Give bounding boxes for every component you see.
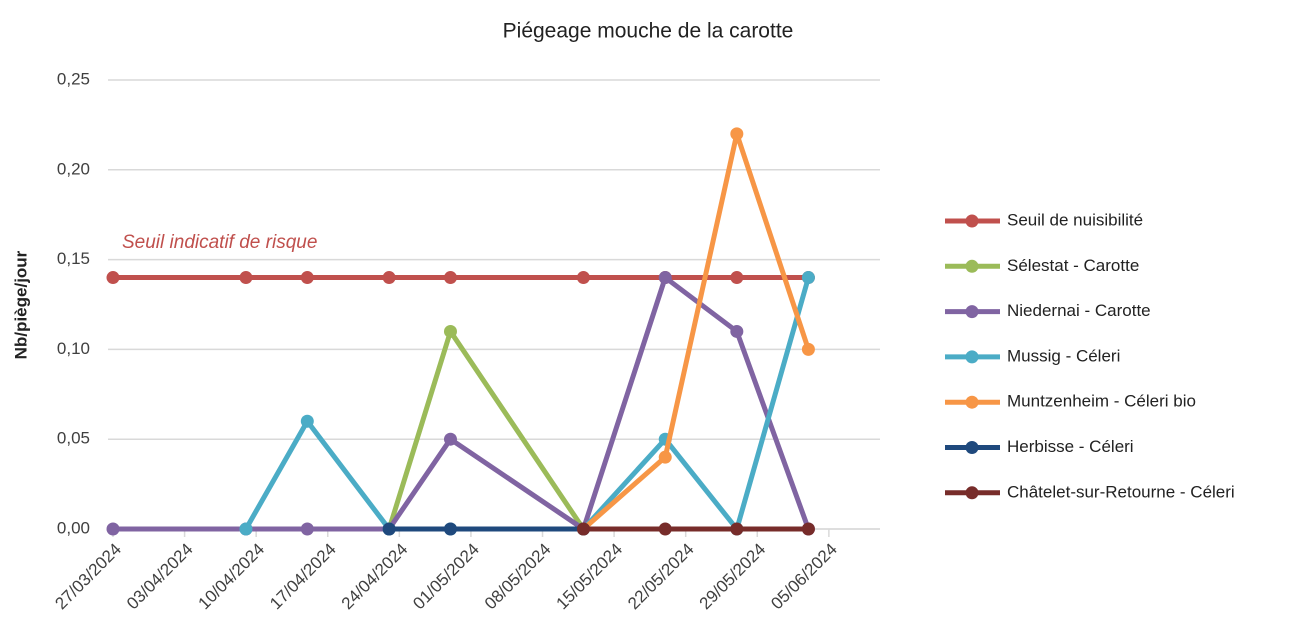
- chart-title: Piégeage mouche de la carotte: [503, 20, 794, 43]
- x-tick-label: 24/04/2024: [338, 540, 412, 614]
- data-point: [300, 522, 314, 536]
- x-tick-label: 29/05/2024: [696, 540, 770, 614]
- legend-label: Mussig - Céleri: [1007, 346, 1120, 365]
- legend-label: Herbisse - Céleri: [1007, 437, 1134, 456]
- legend-marker: [965, 441, 979, 454]
- data-point: [730, 324, 744, 338]
- legend-label: Muntzenheim - Céleri bio: [1007, 392, 1196, 411]
- x-tick-label: 15/05/2024: [553, 540, 627, 614]
- legend-marker: [965, 486, 979, 500]
- legend-label: Seuil de nuisibilité: [1007, 210, 1143, 229]
- data-point: [382, 271, 396, 285]
- x-tick-label: 01/05/2024: [409, 540, 483, 614]
- data-point: [443, 271, 457, 285]
- data-point: [239, 271, 253, 285]
- y-tick-label: 0,10: [57, 339, 90, 358]
- legend-label: Sélestat - Carotte: [1007, 256, 1139, 275]
- legend-label: Niedernai - Carotte: [1007, 301, 1151, 320]
- data-point: [658, 271, 672, 285]
- data-point: [801, 271, 815, 285]
- data-point: [658, 522, 672, 536]
- data-point: [443, 432, 457, 446]
- y-axis-label: Nb/piège/jour: [11, 250, 30, 359]
- x-tick-label: 08/05/2024: [481, 540, 555, 614]
- y-tick-label: 0,00: [57, 518, 90, 537]
- annotation: Seuil indicatif de risque: [122, 232, 317, 253]
- data-point: [576, 271, 590, 285]
- data-point: [106, 522, 120, 536]
- data-point: [239, 522, 253, 536]
- data-point: [801, 342, 815, 356]
- legend-marker: [965, 305, 979, 319]
- series-line: [581, 131, 811, 531]
- legend-label: Châtelet-sur-Retourne - Céleri: [1007, 482, 1235, 501]
- data-point: [300, 271, 314, 285]
- data-point: [730, 522, 744, 536]
- x-tick-label: 17/04/2024: [266, 540, 340, 614]
- y-tick-label: 0,25: [57, 69, 90, 88]
- x-tick-label: 10/04/2024: [195, 540, 269, 614]
- legend-marker: [965, 214, 979, 228]
- series-line: [386, 328, 586, 531]
- x-tick-label: 05/06/2024: [767, 540, 841, 614]
- data-point: [443, 324, 457, 338]
- legend-marker: [965, 395, 979, 409]
- y-tick-label: 0,20: [57, 159, 90, 178]
- data-point: [300, 414, 314, 428]
- data-point: [658, 450, 672, 464]
- x-tick-label: 22/05/2024: [624, 540, 698, 614]
- legend-marker: [965, 350, 979, 364]
- data-point: [382, 522, 396, 536]
- data-point: [730, 271, 744, 285]
- legend-marker: [965, 259, 979, 273]
- y-tick-label: 0,05: [57, 429, 90, 448]
- data-point: [106, 271, 120, 285]
- data-point: [730, 127, 744, 141]
- data-point: [443, 522, 457, 536]
- data-point: [801, 522, 815, 536]
- y-tick-label: 0,15: [57, 249, 90, 268]
- x-tick-label: 27/03/2024: [51, 540, 125, 614]
- x-tick-label: 03/04/2024: [123, 540, 197, 614]
- data-point: [576, 522, 590, 536]
